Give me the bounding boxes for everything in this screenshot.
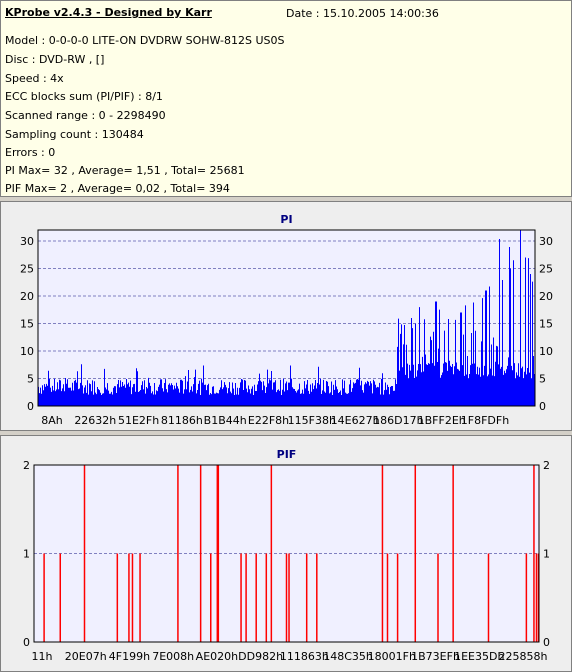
pi-ytick-left: 20 (20, 290, 34, 303)
pif-xtick-label: DD982h (238, 650, 283, 663)
pif-xtick-label: 111863h (280, 650, 329, 663)
pif-xtick-label: AE020h (196, 650, 238, 663)
pif-ytick-left: 1 (23, 548, 30, 561)
pi-chart-title: PI (280, 213, 292, 226)
pi-chart: PI 0 0 5 5 10 10 15 15 20 20 25 25 30 30 8Ah 22632h 51E2F… (20, 213, 553, 427)
pi-ytick-left: 5 (27, 373, 34, 386)
pif-xtick-label: 11h (32, 650, 53, 663)
pif-xtick-label: 4F199h (109, 650, 150, 663)
info-ecc-blocks: ECC blocks sum (PI/PIF) : 8/1 (5, 90, 163, 103)
pi-xtick-label: 115F38h (288, 414, 336, 427)
pi-ytick-left: 15 (20, 318, 34, 331)
pi-xtick-label: 186D17h (373, 414, 423, 427)
pi-ytick-left: 0 (27, 400, 34, 413)
info-pif-summary: PIF Max= 2 , Average= 0,02 , Total= 394 (5, 182, 230, 195)
info-speed: Speed : 4x (5, 72, 64, 85)
pif-chart: PIF 0 0 1 1 2 2 11h 20E07h 4F199h 7E008h AE020h DD98… (23, 448, 550, 663)
pif-ytick-right: 2 (543, 459, 550, 472)
pi-xtick-label: 8Ah (41, 414, 63, 427)
pi-chart-panel: PI 0 0 5 5 10 10 15 15 20 20 25 25 30 30 8Ah 22632h 51E2F… (0, 201, 572, 431)
pif-xtick-label: 1B73EFh (411, 650, 460, 663)
scan-date: Date : 15.10.2005 14:00:36 (286, 7, 439, 20)
info-scanned-range: Scanned range : 0 - 2298490 (5, 109, 166, 122)
pi-ytick-right: 10 (539, 345, 553, 358)
pif-plot-border (33, 464, 540, 643)
pi-ytick-right: 20 (539, 290, 553, 303)
pi-ytick-left: 10 (20, 345, 34, 358)
pi-plot-border (37, 229, 536, 407)
pif-ytick-left: 2 (23, 459, 30, 472)
pi-ytick-left: 25 (20, 263, 34, 276)
pi-ytick-right: 25 (539, 263, 553, 276)
pif-xtick-label: 18001Fh (368, 650, 416, 663)
pi-ytick-left: 30 (20, 235, 34, 248)
pif-xtick-label: 7E008h (152, 650, 194, 663)
pi-xtick-label: 81186h (161, 414, 203, 427)
pi-xtick-label: 51E2Fh (118, 414, 159, 427)
pi-xtick-label: 14E627h (331, 414, 380, 427)
info-disc: Disc : DVD-RW , [] (5, 53, 105, 66)
pif-chart-panel: PIF 0 0 1 1 2 2 11h 20E07h 4F199h 7E008h AE020h DD98… (0, 435, 572, 672)
pif-ytick-right: 1 (543, 548, 550, 561)
pif-xtick-label: 1EE35Dh (454, 650, 504, 663)
pi-xtick-label: 22632h (74, 414, 116, 427)
info-panel: KProbe v2.4.3 - Designed by Karr Date : … (0, 0, 572, 197)
pif-ytick-right: 0 (543, 636, 550, 649)
pi-xtick-label: E22F8h (248, 414, 289, 427)
app-title: KProbe v2.4.3 - Designed by Karr (5, 6, 212, 19)
info-errors: Errors : 0 (5, 146, 56, 159)
pi-xtick-label: 1BFF2Eh (418, 414, 466, 427)
pif-chart-title: PIF (277, 448, 297, 461)
pif-xtick-label: 148C35h (323, 650, 373, 663)
pif-xtick-label: 20E07h (65, 650, 107, 663)
pi-ytick-right: 30 (539, 235, 553, 248)
info-pi-summary: PI Max= 32 , Average= 1,51 , Total= 2568… (5, 164, 245, 177)
info-sampling-count: Sampling count : 130484 (5, 128, 144, 141)
pi-xtick-label: 1F8FDFh (461, 414, 509, 427)
pif-ytick-left: 0 (23, 636, 30, 649)
pi-ytick-right: 0 (539, 400, 546, 413)
pi-xtick-label: B1B44h (204, 414, 247, 427)
pi-ytick-right: 15 (539, 318, 553, 331)
info-model: Model : 0-0-0-0 LITE-ON DVDRW SOHW-812S … (5, 34, 285, 47)
pi-ytick-right: 5 (539, 373, 546, 386)
pif-xtick-label: 225858h (499, 650, 548, 663)
